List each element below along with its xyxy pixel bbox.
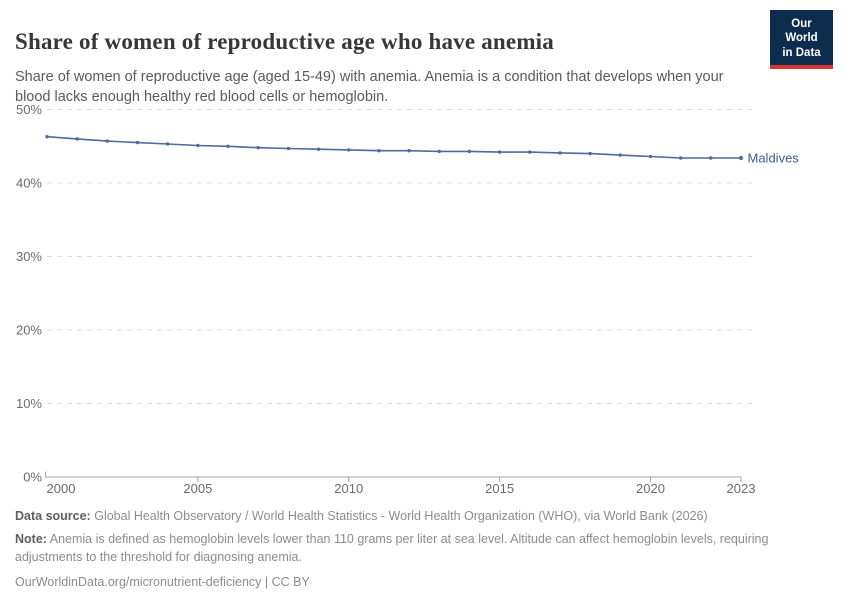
data-point[interactable]: [75, 137, 79, 141]
y-axis-tick-label: 20%: [16, 323, 42, 338]
data-line[interactable]: [46, 135, 741, 159]
data-point[interactable]: [45, 135, 49, 139]
owid-logo-line2: in Data: [782, 46, 821, 59]
data-point[interactable]: [497, 150, 502, 154]
data-point[interactable]: [618, 153, 622, 157]
x-axis-tick-label: 2023: [727, 481, 756, 496]
data-point[interactable]: [709, 156, 713, 160]
series-end-label[interactable]: Maldives: [748, 151, 800, 166]
data-point[interactable]: [347, 148, 351, 152]
x-axis-tick-label: 2015: [485, 481, 514, 496]
data-point[interactable]: [558, 151, 562, 155]
footer-note-label: Note:: [15, 531, 47, 546]
data-point[interactable]: [407, 149, 411, 153]
footer-note-text: Anemia is defined as hemoglobin levels l…: [15, 531, 769, 564]
data-point[interactable]: [166, 142, 170, 146]
page-subtitle: Share of women of reproductive age (aged…: [15, 68, 724, 105]
data-point[interactable]: [467, 149, 472, 154]
y-axis-tick-label: 50%: [16, 102, 42, 117]
data-point[interactable]: [648, 154, 653, 159]
data-point[interactable]: [377, 149, 381, 153]
x-axis-tick-label: 2005: [183, 481, 212, 496]
y-axis-tick-label: 30%: [16, 249, 42, 264]
data-point[interactable]: [679, 156, 683, 160]
data-point[interactable]: [196, 143, 200, 148]
data-point[interactable]: [226, 144, 230, 148]
data-point[interactable]: [588, 151, 592, 156]
footer-note: Note: Anemia is defined as hemoglobin le…: [15, 531, 815, 567]
owid-logo-line1: Our World: [785, 18, 818, 45]
line-chart: 0% 10% 20% 30% 40% 50% 2000 2005 2010 2015 2020 202…: [0, 95, 850, 505]
data-point[interactable]: [286, 146, 291, 151]
y-axis-tick-label: 40%: [16, 176, 42, 191]
x-axis-tick-label: 2020: [636, 481, 665, 496]
data-point[interactable]: [316, 147, 321, 151]
data-point[interactable]: [528, 150, 532, 154]
data-point[interactable]: [738, 155, 744, 161]
data-point[interactable]: [135, 140, 140, 145]
owid-logo[interactable]: Our World in Data: [770, 10, 833, 70]
data-point[interactable]: [256, 146, 260, 150]
x-axis-tick-label: 2000: [47, 481, 76, 496]
chart-footer: Data source: Global Health Observatory /…: [15, 508, 815, 592]
footer-datasource-text: Global Health Observatory / World Health…: [94, 509, 708, 523]
data-point[interactable]: [437, 149, 441, 154]
chart-svg: 0% 10% 20% 30% 40% 50% 2000 2005 2010 2015 2020 202…: [16, 102, 800, 496]
y-axis-tick-label: 10%: [16, 396, 42, 411]
data-point[interactable]: [105, 139, 110, 143]
footer-datasource: Data source: Global Health Observatory /…: [15, 508, 815, 526]
footer-attribution[interactable]: OurWorldinData.org/micronutrient-deficie…: [15, 575, 310, 590]
y-axis-tick-label: 0%: [23, 470, 42, 485]
footer-datasource-label: Data source:: [15, 509, 91, 523]
page-title: Share of women of reproductive age who h…: [15, 29, 554, 55]
x-axis-tick-label: 2010: [334, 481, 363, 496]
